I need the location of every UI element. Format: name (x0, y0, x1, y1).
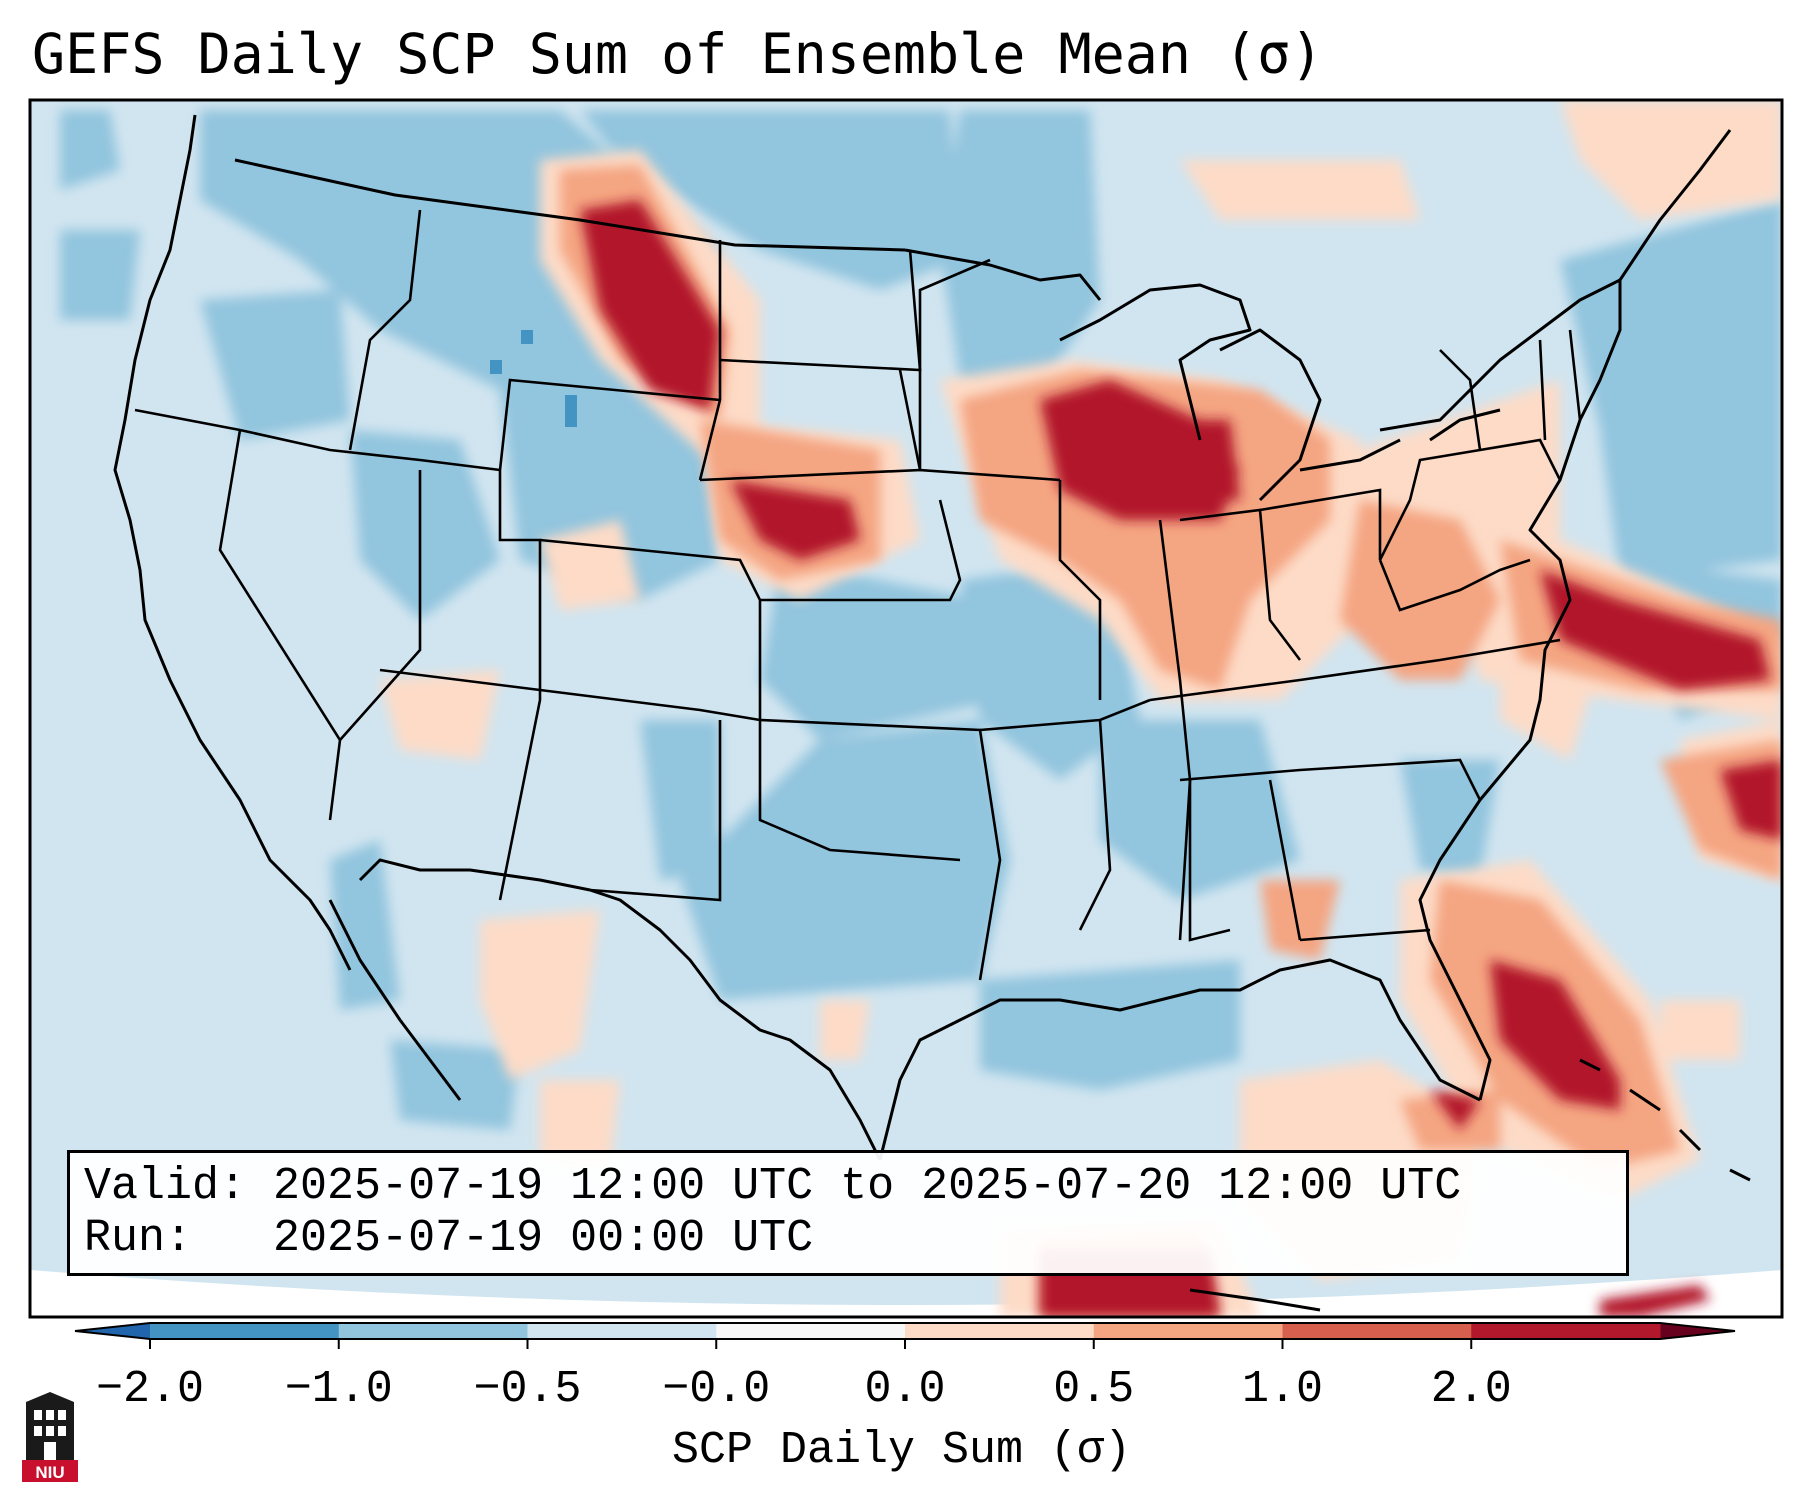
colorbar-extend-min (75, 1323, 150, 1339)
colorbar-bin (338, 1323, 528, 1339)
valid-label: Valid: (84, 1161, 247, 1212)
colorbar-tick-label: 2.0 (1430, 1364, 1512, 1415)
colorbar-label: SCP Daily Sum (σ) (671, 1425, 1132, 1476)
map-field (30, 100, 1782, 1317)
colorbar-bin (150, 1323, 340, 1339)
state-borders (134, 209, 1582, 981)
colorbar-bin (1471, 1323, 1661, 1339)
colorbar-bin (716, 1323, 906, 1339)
chart-title: GEFS Daily SCP Sum of Ensemble Mean (σ) (32, 22, 1324, 86)
region-western-atlantic (1720, 760, 1782, 840)
colorbar-tick-label: −1.0 (284, 1364, 393, 1415)
colorbar-tick-label: −0.5 (473, 1364, 582, 1415)
negative-patches (60, 110, 1782, 1200)
strong-negative-specks (490, 330, 577, 427)
colorbar-bin (1282, 1323, 1472, 1339)
colorbar-tick-label: −0.0 (662, 1364, 771, 1415)
region-florida-bahamas (1490, 960, 1620, 1110)
colorbar-tick-label: 1.0 (1241, 1364, 1324, 1415)
colorbar (74, 1322, 1736, 1349)
region-northern-plains-band (580, 200, 720, 410)
map-frame (28, 98, 1784, 1319)
projection-edge (30, 1270, 1782, 1317)
valid-value: 2025-07-19 12:00 UTC to 2025-07-20 12:00… (273, 1161, 1462, 1212)
coastline-and-borders (113, 114, 1751, 1312)
run-value: 2025-07-19 00:00 UTC (273, 1213, 814, 1264)
colorbar-bin (905, 1323, 1095, 1339)
region-mid-atlantic-offshore (1540, 570, 1770, 690)
colorbar-tick-label: 0.0 (864, 1364, 946, 1415)
colorbar-extend-max (1660, 1323, 1735, 1339)
colorbar-tick-label: −2.0 (95, 1364, 205, 1415)
valid-run-box: Valid: 2025-07-19 12:00 UTC to 2025-07-2… (67, 1150, 1629, 1276)
logo-text: NIU (35, 1463, 64, 1482)
niu-logo: NIU (22, 1392, 78, 1482)
colorbar-bin (1093, 1323, 1283, 1339)
run-label: Run: (84, 1213, 193, 1264)
colorbar-tick-label: 0.5 (1053, 1364, 1135, 1415)
colorbar-outline (74, 1322, 1736, 1340)
colorbar-bin (527, 1323, 717, 1339)
